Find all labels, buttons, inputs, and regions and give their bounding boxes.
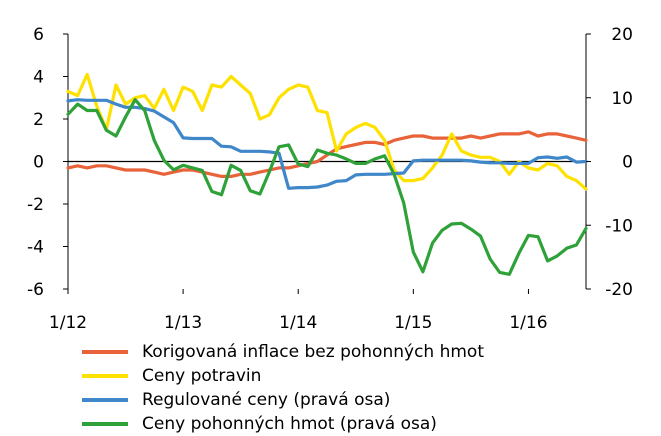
series-fuel-prices [66,98,588,276]
series-administered-prices [66,98,588,190]
right-tick-label: 10 [611,89,633,109]
left-tick-label: 0 [33,153,44,173]
legend-swatch [82,374,128,378]
x-tick-label: 1/12 [49,313,87,333]
chart-series [66,72,588,276]
left-tick-label: 2 [33,110,44,130]
left-tick-label: 6 [33,25,44,45]
right-tick-label: -10 [605,216,633,236]
legend-item-food-prices: Ceny potravin [82,364,484,388]
x-tick-label: 1/16 [509,313,547,333]
x-axis-ticks: 1/12 1/13 1/14 1/15 1/16 [49,289,548,333]
legend-item-administered-prices: Regulované ceny (pravá osa) [82,388,484,412]
left-tick-label: -2 [27,195,44,215]
x-tick-label: 1/13 [164,313,202,333]
legend-item-fuel-prices: Ceny pohonných hmot (pravá osa) [82,412,484,436]
left-axis-ticks: 6 4 2 0 -2 -4 -6 [27,25,68,300]
legend-item-core-inflation: Korigovaná inflace bez pohonných hmot [82,340,484,364]
legend-swatch [82,398,128,402]
legend-label: Korigovaná inflace bez pohonných hmot [142,342,484,362]
left-tick-label: -6 [27,280,44,300]
series-core-inflation [66,130,588,178]
right-tick-label: 20 [611,25,633,45]
right-tick-label: 0 [622,153,633,173]
legend-label: Ceny potravin [142,366,262,386]
left-tick-label: 4 [33,68,44,88]
legend-label: Regulované ceny (pravá osa) [142,390,391,410]
chart-axes [67,34,587,289]
series-food-prices [66,72,588,191]
right-axis-ticks: 20 10 0 -10 -20 [586,25,633,300]
legend-swatch [82,422,128,426]
legend-swatch [82,350,128,354]
x-tick-label: 1/15 [394,313,432,333]
right-tick-label: -20 [605,280,633,300]
left-tick-label: -4 [27,238,44,258]
chart-legend: Korigovaná inflace bez pohonných hmot Ce… [82,340,484,436]
x-tick-label: 1/14 [279,313,317,333]
legend-label: Ceny pohonných hmot (pravá osa) [142,414,437,434]
